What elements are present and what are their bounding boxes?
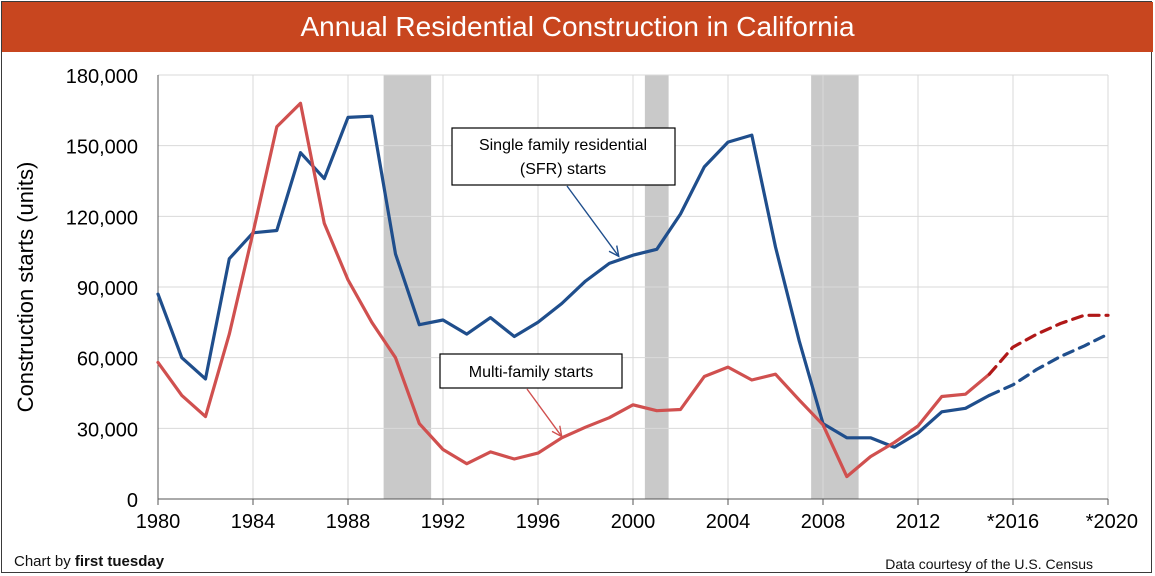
multi-arrow-head xyxy=(551,425,563,438)
x-tick-label: 1984 xyxy=(231,511,276,533)
y-tick-label: 0 xyxy=(127,490,138,512)
title-bar: Annual Residential Construction in Calif… xyxy=(2,2,1153,52)
x-tick-label: 2008 xyxy=(801,511,846,533)
credit-prefix: Chart by xyxy=(14,553,71,570)
sfr-callout-box xyxy=(451,127,676,186)
sfr-arrow-head xyxy=(608,245,620,258)
y-tick-label: 120,000 xyxy=(66,207,138,229)
sfr-callout-arrow xyxy=(566,185,620,257)
x-tick-label: *2020 xyxy=(1086,511,1138,533)
x-tick-label: *2016 xyxy=(987,511,1039,533)
sfr-callout-line-2: (SFR) starts xyxy=(520,161,606,178)
y-tick-label: 90,000 xyxy=(77,278,138,300)
chart-credit: Chart by first tuesday xyxy=(14,553,164,570)
multi-callout-line-1: Multi-family starts xyxy=(469,364,593,381)
y-tick-label: 30,000 xyxy=(77,419,138,441)
y-tick-label: 150,000 xyxy=(66,137,138,159)
axes: 0 30,000 60,000 90,000 120,000 150,000 180,000… xyxy=(66,66,1138,533)
chart-title: Annual Residential Construction in Calif… xyxy=(300,11,855,42)
annotations: Single family residential (SFR) starts M… xyxy=(439,127,676,438)
multi-callout-box xyxy=(439,353,623,389)
series-line-1 xyxy=(156,114,991,449)
x-tick-label: 1988 xyxy=(326,511,371,533)
gridlines xyxy=(158,74,1109,499)
y-tick-label: 180,000 xyxy=(66,66,138,88)
x-tick-label: 2012 xyxy=(896,511,941,533)
x-tick-label: 2000 xyxy=(611,511,656,533)
series-line-4 xyxy=(987,313,1110,376)
y-tick-label: 60,000 xyxy=(77,349,138,371)
x-tick-label: 1992 xyxy=(421,511,466,533)
credit-name: first tuesday xyxy=(74,553,165,570)
y-axis-label: Construction starts (units) xyxy=(13,162,38,413)
multi-callout-arrow xyxy=(526,388,563,437)
x-tick-label: 1996 xyxy=(516,511,561,533)
sfr-callout-line-1: Single family residential xyxy=(479,137,647,154)
series-lines xyxy=(156,101,1110,479)
x-tick-label: 2004 xyxy=(706,511,751,533)
series-line-3 xyxy=(987,332,1110,397)
data-source: Data courtesy of the U.S. Census xyxy=(885,556,1093,572)
series-line-2 xyxy=(156,101,991,479)
x-tick-label: 1980 xyxy=(136,511,181,533)
